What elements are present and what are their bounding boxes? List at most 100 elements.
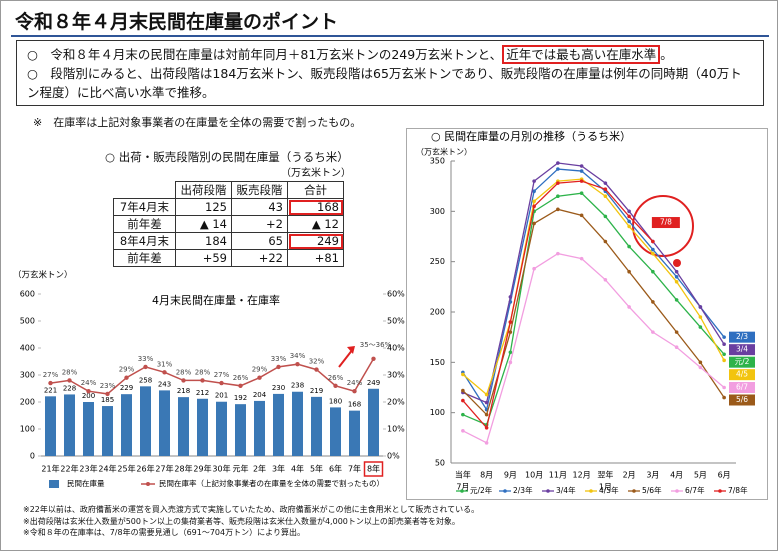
bar-label: 258 — [139, 376, 152, 384]
end-label: 4/5 — [736, 370, 748, 379]
legend-label: 3/4年 — [556, 485, 576, 495]
y-tick-label: 350 — [430, 157, 445, 166]
bar — [273, 393, 284, 456]
end-label-box — [729, 356, 755, 368]
x-tick-label: 30年 — [212, 464, 230, 474]
x-tick-label: 2年 — [253, 464, 266, 474]
legend-label: 4/5年 — [599, 485, 619, 495]
x-tick-label: 2月 — [623, 471, 636, 480]
y-tick-label: 0 — [30, 452, 35, 461]
summary-text: 。 — [660, 47, 673, 62]
x-tick-label: 10月 — [525, 471, 543, 480]
y2-tick-label: 0% — [387, 452, 400, 461]
table-row: 前年差 ▲ 14 +2 ▲ 12 — [113, 215, 344, 233]
end-label-box — [729, 382, 755, 393]
y-tick-label: 200 — [20, 398, 35, 407]
rate-label: 28% — [62, 368, 78, 376]
rate-point — [276, 364, 281, 370]
x-tick-label: 23年 — [79, 464, 97, 474]
bar-label: 238 — [291, 382, 304, 390]
table-header: 合計 — [287, 181, 344, 199]
table-header: 販売段階 — [231, 181, 288, 199]
bar-label: 192 — [234, 394, 247, 402]
y-tick-label: 50 — [435, 459, 445, 468]
rate-point — [238, 383, 243, 388]
table-row: 前年差 +59 +22 +81 — [113, 249, 344, 267]
x-tick-label: 8年 — [367, 464, 380, 474]
rate-label: 24% — [81, 379, 97, 387]
chart-title: 4月末民間在庫量・在庫率 — [152, 293, 280, 307]
period-label: 翌年 — [597, 470, 613, 480]
table-title: ○ 出荷・販売段階別の民間在庫量（うるち米） — [105, 150, 349, 164]
rate-point — [352, 389, 357, 394]
table-cell: 168 — [287, 198, 344, 216]
y-tick-label: 100 — [430, 408, 445, 417]
bar — [235, 404, 246, 456]
rate-point — [314, 367, 319, 372]
bar — [178, 397, 189, 456]
legend-label: 元/2年 — [470, 485, 493, 495]
series-line — [462, 252, 725, 444]
table-cell: 249 — [287, 232, 344, 250]
summary-box: ○ 令和８年４月末の民間在庫量は対前年同月＋81万玄米トンの249万玄米トンと、… — [16, 40, 764, 106]
bar-label: 218 — [177, 387, 190, 395]
rate-point — [162, 370, 167, 375]
series-line — [462, 168, 725, 412]
bar — [121, 394, 132, 456]
y-tick-label: 600 — [20, 290, 35, 299]
rate-label: 26% — [233, 374, 249, 382]
y-tick-label: 150 — [430, 358, 445, 367]
bar-label: 221 — [44, 386, 57, 394]
bar — [159, 390, 170, 456]
y-tick-label: 500 — [20, 317, 35, 326]
y-tick-label: 250 — [430, 257, 445, 266]
rate-point — [200, 378, 205, 383]
footnotes: ※22年以前は、政府備蓄米の運営を買入売渡方式で実施していたため、政府備蓄米がこ… — [23, 504, 479, 539]
rate-label: 29% — [119, 366, 135, 374]
y-tick-label: 100 — [20, 425, 35, 434]
rate-label: 32% — [309, 358, 325, 366]
table-row: 7年4月末 125 43 168 — [113, 198, 344, 216]
legend-marker — [460, 489, 464, 493]
x-tick-label: 28年 — [174, 464, 192, 474]
rate-point — [181, 378, 186, 383]
y2-tick-label: 10% — [387, 425, 405, 434]
arrow-head — [347, 346, 355, 354]
rate-label: 23% — [100, 382, 116, 390]
end-label: 6/7 — [736, 383, 748, 392]
x-tick-label: 5月 — [694, 471, 707, 480]
rate-label: 29% — [252, 366, 268, 374]
row-label: 前年差 — [113, 249, 176, 267]
legend-swatch — [49, 480, 59, 488]
bar-label: 230 — [272, 384, 285, 392]
rate-point — [124, 375, 129, 380]
rate-point — [48, 380, 53, 386]
series-line — [462, 208, 725, 416]
y-tick-label: 300 — [430, 207, 445, 216]
bar — [64, 394, 75, 456]
legend-marker — [503, 489, 507, 493]
x-tick-label: 7月 — [456, 483, 469, 492]
rate-point — [295, 362, 300, 367]
bar-label: 180 — [329, 397, 342, 405]
end-label: 2/3 — [736, 332, 748, 341]
x-tick-label: 元年 — [233, 464, 249, 474]
table-cell: +59 — [175, 249, 232, 267]
y-tick-label: 300 — [20, 371, 35, 380]
legend-label: 民間在庫率（上記対象事業者の在庫量を全体の需要で割ったもの） — [159, 478, 384, 488]
end-label-box — [729, 394, 755, 406]
x-tick-label: 3年 — [272, 464, 285, 474]
x-tick-label: 11月 — [549, 471, 567, 480]
y-tick-label: 200 — [430, 308, 445, 317]
series-line — [462, 162, 725, 404]
rate-point — [143, 364, 148, 370]
rate-point — [105, 391, 110, 397]
end-label-box — [729, 344, 755, 356]
summary-highlight: 近年では最も高い在庫水準 — [502, 45, 661, 64]
rate-label: 31% — [157, 360, 173, 368]
chart-panel — [406, 128, 768, 500]
end-label: 7/8 — [660, 218, 672, 227]
end-label-box — [651, 217, 680, 229]
rate-label: 33% — [271, 355, 287, 363]
series-line — [462, 178, 725, 396]
